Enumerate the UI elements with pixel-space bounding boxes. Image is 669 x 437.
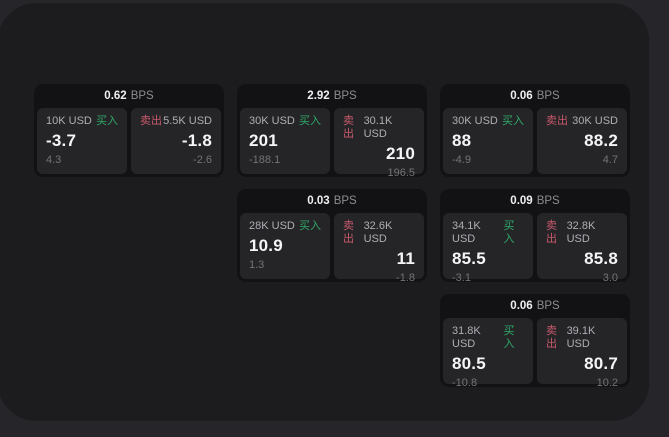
- buy-size-label: 31.8K USD: [452, 325, 481, 350]
- sell-size-label: 32.8K USD: [566, 220, 596, 245]
- sell-price: 85.8: [584, 249, 618, 268]
- sell-delta: 10.2: [596, 377, 618, 389]
- card-bps-header: 0.03 BPS: [237, 189, 427, 213]
- sell-panel[interactable]: 卖出 32.8K USD 85.8 3.0: [537, 213, 627, 284]
- bps-unit-label: BPS: [536, 90, 560, 102]
- buy-price: 85.5: [452, 249, 486, 268]
- sell-tag: 卖出: [140, 115, 162, 127]
- buy-panel[interactable]: 34.1K USD 买入 85.5 -3.1: [443, 213, 533, 284]
- sell-price: 210: [386, 144, 415, 163]
- bps-value: 0.06: [510, 90, 533, 102]
- buy-panel[interactable]: 30K USD 买入 88 -4.9: [443, 108, 533, 174]
- buy-panel[interactable]: 10K USD 买入 -3.7 4.3: [37, 108, 127, 174]
- sell-delta: -1.8: [396, 272, 415, 284]
- bps-unit-label: BPS: [536, 300, 560, 312]
- sell-size-label: 39.1K USD: [566, 325, 596, 350]
- buy-size-label: 30K USD: [452, 115, 498, 127]
- bps-value: 0.03: [307, 195, 330, 207]
- sell-delta: 4.7: [602, 154, 618, 166]
- buy-delta: 4.3: [46, 154, 62, 166]
- sell-delta: 196.5: [387, 167, 415, 179]
- buy-tag: 买入: [96, 115, 118, 127]
- buy-panel[interactable]: 31.8K USD 买入 80.5 -10.8: [443, 318, 533, 389]
- buy-size-label: 30K USD: [249, 115, 295, 127]
- sell-size-label: 5.5K USD: [163, 115, 212, 127]
- sell-tag: 卖出: [343, 220, 354, 245]
- buy-tag: 买入: [503, 325, 515, 350]
- sell-price: 80.7: [584, 354, 618, 373]
- buy-delta: 1.3: [249, 259, 265, 271]
- buy-tag: 买入: [502, 115, 524, 127]
- quote-card: 0.06 BPS 31.8K USD 买入 80.5 -10.8 卖出 39.1…: [440, 294, 630, 389]
- quote-card: 0.62 BPS 10K USD 买入 -3.7 4.3 卖出 5.5K USD…: [34, 84, 224, 177]
- bps-value: 0.09: [510, 195, 533, 207]
- bps-value: 0.62: [104, 90, 127, 102]
- bps-unit-label: BPS: [536, 195, 560, 207]
- quote-card: 2.92 BPS 30K USD 买入 201 -188.1 卖出 30.1K …: [237, 84, 427, 179]
- app-window: 0.62 BPS 10K USD 买入 -3.7 4.3 卖出 5.5K USD…: [0, 3, 649, 421]
- bps-value: 0.06: [510, 300, 533, 312]
- card-bps-header: 0.06 BPS: [440, 84, 630, 108]
- buy-tag: 买入: [299, 220, 321, 232]
- buy-delta: -10.8: [452, 377, 478, 389]
- bps-unit-label: BPS: [333, 90, 357, 102]
- bps-value: 2.92: [307, 90, 330, 102]
- sell-price: -1.8: [181, 131, 212, 150]
- quote-card: 0.03 BPS 28K USD 买入 10.9 1.3 卖出 32.6K US…: [237, 189, 427, 284]
- sell-panel[interactable]: 卖出 30.1K USD 210 196.5: [334, 108, 424, 179]
- bps-unit-label: BPS: [333, 195, 357, 207]
- sell-size-label: 30K USD: [572, 115, 618, 127]
- sell-panel[interactable]: 卖出 32.6K USD 11 -1.8: [334, 213, 424, 284]
- buy-tag: 买入: [503, 220, 515, 245]
- buy-size-label: 28K USD: [249, 220, 295, 232]
- buy-panel[interactable]: 30K USD 买入 201 -188.1: [240, 108, 330, 174]
- buy-panel[interactable]: 28K USD 买入 10.9 1.3: [240, 213, 330, 279]
- sell-panel[interactable]: 卖出 5.5K USD -1.8 -2.6: [131, 108, 221, 174]
- sell-tag: 卖出: [546, 220, 557, 245]
- sell-tag: 卖出: [343, 115, 354, 140]
- quote-card: 0.06 BPS 30K USD 买入 88 -4.9 卖出 30K USD 8…: [440, 84, 630, 177]
- sell-panel[interactable]: 卖出 39.1K USD 80.7 10.2: [537, 318, 627, 389]
- card-bps-header: 0.09 BPS: [440, 189, 630, 213]
- buy-size-label: 34.1K USD: [452, 220, 481, 245]
- buy-price: -3.7: [46, 131, 77, 150]
- bps-unit-label: BPS: [130, 90, 154, 102]
- sell-panel[interactable]: 卖出 30K USD 88.2 4.7: [537, 108, 627, 174]
- buy-size-label: 10K USD: [46, 115, 92, 127]
- buy-price: 10.9: [249, 236, 283, 255]
- sell-tag: 卖出: [546, 325, 557, 350]
- sell-delta: 3.0: [602, 272, 618, 284]
- card-bps-header: 0.62 BPS: [34, 84, 224, 108]
- buy-delta: -3.1: [452, 272, 471, 284]
- sell-size-label: 30.1K USD: [363, 115, 393, 140]
- quote-card: 0.09 BPS 34.1K USD 买入 85.5 -3.1 卖出 32.8K…: [440, 189, 630, 284]
- sell-price: 11: [396, 249, 415, 268]
- buy-tag: 买入: [299, 115, 321, 127]
- sell-price: 88.2: [584, 131, 618, 150]
- buy-price: 80.5: [452, 354, 486, 373]
- sell-delta: -2.6: [193, 154, 212, 166]
- card-bps-header: 2.92 BPS: [237, 84, 427, 108]
- sell-tag: 卖出: [546, 115, 568, 127]
- buy-price: 201: [249, 131, 278, 150]
- buy-delta: -4.9: [452, 154, 471, 166]
- buy-delta: -188.1: [249, 154, 281, 166]
- buy-price: 88: [452, 131, 472, 150]
- card-bps-header: 0.06 BPS: [440, 294, 630, 318]
- sell-size-label: 32.6K USD: [363, 220, 393, 245]
